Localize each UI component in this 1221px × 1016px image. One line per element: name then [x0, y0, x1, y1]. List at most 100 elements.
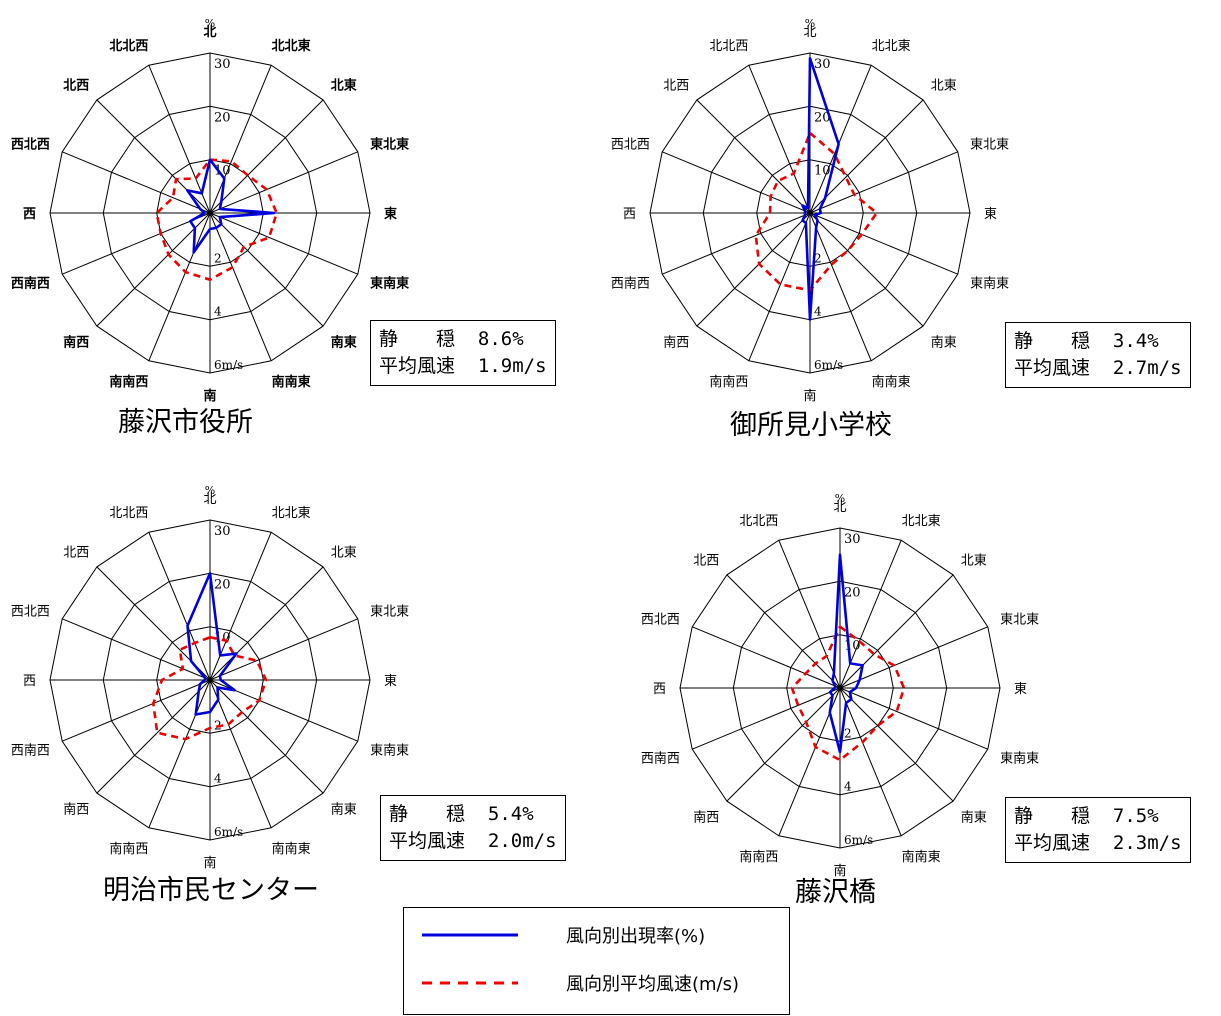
frequency-series-line	[186, 158, 276, 254]
grid-spoke	[148, 532, 211, 681]
direction-label: 東	[384, 673, 397, 689]
grid-spoke	[809, 65, 872, 214]
frequency-tick-label: 30	[844, 532, 861, 547]
direction-label: 北	[833, 500, 846, 515]
direction-label: 西南西	[611, 276, 650, 292]
direction-label: 北北東	[872, 38, 911, 54]
frequency-tick-label: 20	[214, 110, 231, 125]
speed-tick-label: 6m/s	[214, 358, 243, 372]
direction-label: 西南西	[641, 751, 680, 767]
grid-spoke	[839, 687, 902, 836]
speed-tick-label: 4	[214, 772, 222, 786]
grid-spoke	[778, 540, 841, 689]
calm-label: 静 穏	[389, 803, 466, 825]
avg-speed-label: 平均風速	[1014, 357, 1091, 379]
speed-series-line	[754, 131, 879, 292]
legend: 風向別出現率(%) 風向別平均風速(m/s)	[403, 907, 790, 1015]
station-caption-4: 藤沢橋	[795, 877, 876, 908]
speed-tick-label: 4	[844, 780, 852, 794]
grid-spoke	[692, 626, 841, 689]
grid-spoke	[148, 65, 211, 214]
legend-frequency-label: 風向別出現率(%)	[566, 926, 706, 947]
grid-spoke	[96, 99, 211, 214]
grid-spoke	[209, 566, 324, 681]
grid	[649, 52, 971, 374]
grid-spoke	[748, 65, 811, 214]
speed-tick-label: 4	[214, 305, 222, 319]
grid-spoke	[209, 618, 358, 681]
speed-tick-label: 6m/s	[844, 833, 873, 847]
stats-box-1: 静 穏 8.6% 平均風速 1.9m/s	[370, 320, 556, 386]
stats-box-2: 静 穏 3.4% 平均風速 2.7m/s	[1005, 322, 1191, 388]
frequency-tick-label: 30	[214, 524, 231, 539]
grid-spoke	[726, 687, 841, 802]
direction-label: 北東	[961, 552, 987, 568]
frequency-tick-label: 10	[214, 164, 231, 179]
wind-rose-1: 北北北東 北東 東北東東東南東 南東 南南東南 南南西 南西 西南西 西 西北西 北西 北北西% 10 2…	[0, 0, 420, 405]
direction-label: 東	[1014, 681, 1027, 697]
station-caption-2: 御所見小学校	[730, 410, 892, 441]
grid-spoke	[62, 212, 211, 275]
frequency-tick-label: 20	[844, 585, 861, 600]
grid-spoke	[696, 212, 811, 327]
frequency-series-line	[828, 553, 864, 754]
wind-rose-svg-3: 北北北東北東東北東東東南東南東南南東南南南西南西西南西西西北西北西北北西%102…	[11, 484, 409, 871]
direction-label: 東南東	[370, 276, 409, 292]
direction-label: 東南東	[370, 743, 409, 759]
direction-label: 南西	[663, 335, 689, 351]
frequency-unit-label: %	[205, 17, 215, 30]
grid-spoke	[839, 626, 988, 689]
legend-item-speed: 風向別平均風速(m/s)	[422, 970, 739, 996]
speed-tick-label: 4	[814, 305, 822, 319]
direction-label: 南南東	[872, 374, 911, 390]
frequency-tick-label: 10	[844, 639, 861, 654]
grid-spoke	[209, 65, 272, 214]
grid-spoke	[692, 687, 841, 750]
direction-label: 南	[203, 388, 216, 404]
direction-label: 北北東	[272, 38, 311, 54]
avg-speed-value: 2.0m/s	[487, 830, 557, 852]
calm-label: 静 穏	[379, 328, 456, 350]
direction-label: 東北東	[370, 603, 409, 619]
direction-label: 北北西	[709, 39, 748, 54]
direction-label: 南	[803, 388, 816, 404]
direction-label: 南東	[961, 810, 987, 826]
calm-value: 5.4%	[487, 803, 534, 825]
frequency-series-line	[186, 572, 238, 716]
grid-spoke	[96, 212, 211, 327]
direction-label: 北東	[931, 77, 957, 93]
direction-label: 西南西	[11, 743, 50, 759]
grid	[679, 527, 1001, 849]
grid	[49, 519, 371, 841]
stats-box-4: 静 穏 7.5% 平均風速 2.3m/s	[1005, 797, 1191, 863]
direction-label: 西	[23, 674, 36, 689]
avg-speed-value: 2.7m/s	[1112, 357, 1182, 379]
direction-label: 東北東	[370, 136, 409, 152]
station-caption-3: 明治市民センター	[103, 875, 319, 906]
speed-tick-label: 2	[814, 251, 822, 265]
direction-label: 南東	[331, 802, 357, 818]
wind-rose-4: 北北北東 北東 東北東東東南東 南東 南南東南 南南西 南西 西南西 西 西北西 北西 北北西% 10 2…	[630, 475, 1050, 880]
grid-spoke	[662, 212, 811, 275]
grid-spoke	[809, 99, 924, 214]
grid-spoke	[209, 151, 358, 214]
station-caption-1: 藤沢市役所	[118, 407, 253, 438]
grid-spoke	[209, 212, 324, 327]
speed-tick-label: 2	[844, 726, 852, 740]
frequency-line-swatch	[422, 933, 518, 937]
direction-label: 北北西	[109, 506, 148, 521]
avg-speed-value: 2.3m/s	[1112, 832, 1182, 854]
direction-label: 東	[384, 206, 397, 222]
direction-label: 南東	[331, 335, 357, 351]
direction-label: 南西	[63, 802, 89, 818]
speed-series-line	[790, 625, 906, 762]
direction-label: 北	[203, 492, 216, 507]
calm-label: 静 穏	[1014, 330, 1091, 352]
direction-label: 南南東	[902, 849, 941, 865]
direction-label: 北	[203, 25, 216, 40]
direction-label: 南西	[63, 335, 89, 351]
direction-label: 西北西	[611, 137, 650, 152]
